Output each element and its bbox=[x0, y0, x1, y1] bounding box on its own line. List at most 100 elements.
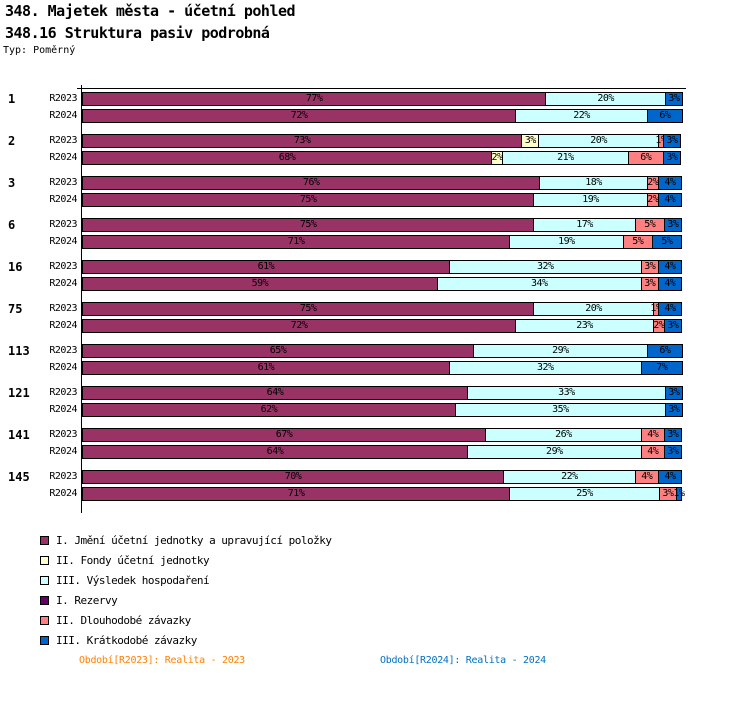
bar-segment: 23% bbox=[515, 319, 654, 333]
legend-swatch bbox=[40, 555, 49, 565]
series-period-label: R2023 bbox=[49, 429, 77, 440]
bar-segment: 18% bbox=[539, 176, 648, 190]
bar-segment: 20% bbox=[545, 92, 666, 106]
segment-value-label: 3% bbox=[667, 429, 679, 440]
plot-top-tick-line bbox=[77, 88, 686, 89]
group-label: 16 bbox=[8, 260, 23, 274]
segment-value-label: 4% bbox=[664, 194, 676, 205]
series-period-label: R2023 bbox=[49, 303, 77, 314]
segment-value-label: 3% bbox=[667, 219, 679, 230]
stacked-bar: 77% 20% 3% bbox=[82, 92, 685, 106]
legend-item: I. Rezervy bbox=[40, 590, 460, 610]
series-period-label: R2023 bbox=[49, 471, 77, 482]
bar-segment: 2% bbox=[646, 176, 659, 190]
bar-segment: 19% bbox=[509, 235, 624, 249]
series-period-label: R2024 bbox=[49, 278, 77, 289]
segment-value-label: 4% bbox=[664, 303, 676, 314]
bar-segment: 2% bbox=[491, 151, 504, 165]
bar-segment: 5% bbox=[634, 218, 665, 232]
group-label: 145 bbox=[8, 470, 30, 484]
legend-item: III. Krátkodobé závazky bbox=[40, 630, 460, 650]
bar-segment: 77% bbox=[82, 92, 547, 106]
segment-value-label: 5% bbox=[644, 219, 656, 230]
group-label: 3 bbox=[8, 176, 16, 190]
bar-row: R2024 64% 29% 4% 3% bbox=[0, 445, 750, 459]
stacked-bar: 70% 22% 4% 4% bbox=[82, 470, 685, 484]
segment-value-label: 72% bbox=[290, 320, 308, 331]
bar-segment: 6% bbox=[646, 344, 683, 358]
footer-period-2023: Období[R2023]: Realita - 2023 bbox=[79, 655, 245, 666]
bar-row: 3 R2023 76% 18% 2% 4% bbox=[0, 176, 750, 190]
segment-value-label: 29% bbox=[546, 446, 563, 457]
segment-value-label: 2% bbox=[647, 177, 659, 188]
segment-value-label: 61% bbox=[257, 261, 275, 272]
segment-value-label: 5% bbox=[632, 236, 644, 247]
group-label: 75 bbox=[8, 302, 23, 316]
bar-segment: 21% bbox=[502, 151, 629, 165]
category-axis-line bbox=[81, 85, 82, 513]
legend-item: I. Jmění účetní jednotky a upravující po… bbox=[40, 530, 460, 550]
segment-value-label: 62% bbox=[260, 404, 278, 415]
series-period-label: R2024 bbox=[49, 320, 77, 331]
series-period-label: R2024 bbox=[49, 488, 77, 499]
segment-value-label: 20% bbox=[585, 303, 602, 314]
segment-value-label: 25% bbox=[576, 488, 593, 499]
bar-row: 2 R2023 73% 3% 20% 1% 3% bbox=[0, 134, 750, 148]
bar-segment: 75% bbox=[82, 193, 535, 207]
stacked-bar: 75% 17% 5% 3% bbox=[82, 218, 685, 232]
page-subtitle: 348.16 Struktura pasiv podrobná bbox=[5, 24, 270, 42]
segment-value-label: 3% bbox=[667, 446, 679, 457]
stacked-bar: 67% 26% 4% 3% bbox=[82, 428, 685, 442]
bar-segment: 6% bbox=[627, 151, 664, 165]
series-period-label: R2024 bbox=[49, 152, 77, 163]
bar-segment: 4% bbox=[657, 176, 682, 190]
bar-segment: 3% bbox=[663, 218, 682, 232]
bar-segment: 3% bbox=[663, 319, 682, 333]
legend-label: II. Dlouhodobé závazky bbox=[56, 613, 191, 627]
segment-value-label: 3% bbox=[662, 488, 674, 499]
series-period-label: R2023 bbox=[49, 135, 77, 146]
legend-label: III. Výsledek hospodaření bbox=[56, 573, 210, 587]
group-label: 6 bbox=[8, 218, 16, 232]
bar-row: R2024 71% 19% 5% 5% bbox=[0, 235, 750, 249]
segment-value-label: 23% bbox=[576, 320, 593, 331]
segment-value-label: 71% bbox=[287, 236, 305, 247]
bar-segment: 4% bbox=[634, 470, 659, 484]
segment-value-label: 19% bbox=[558, 236, 575, 247]
chart-type-label: Typ: Poměrný bbox=[3, 45, 76, 56]
bar-segment: 61% bbox=[82, 361, 450, 375]
bar-segment: 7% bbox=[640, 361, 683, 375]
bar-segment: 3% bbox=[640, 260, 659, 274]
bar-row: R2024 59% 34% 3% 4% bbox=[0, 277, 750, 291]
bar-segment: 65% bbox=[82, 344, 474, 358]
bar-segment: 62% bbox=[82, 403, 456, 417]
stacked-bar: 73% 3% 20% 1% 3% bbox=[82, 134, 685, 148]
bar-rows-container: 1 R2023 77% 20% 3% R2024 72% 22% 6% 2 R2023 73% 3% 20… bbox=[0, 92, 750, 512]
segment-value-label: 73% bbox=[293, 135, 311, 146]
segment-value-label: 17% bbox=[576, 219, 593, 230]
legend-label: III. Krátkodobé závazky bbox=[56, 633, 197, 647]
group-label: 121 bbox=[8, 386, 30, 400]
bar-row: 113 R2023 65% 29% 6% bbox=[0, 344, 750, 358]
segment-value-label: 75% bbox=[299, 303, 317, 314]
series-period-label: R2024 bbox=[49, 110, 77, 121]
segment-value-label: 68% bbox=[278, 152, 296, 163]
segment-value-label: 7% bbox=[656, 362, 668, 373]
bar-row: R2024 75% 19% 2% 4% bbox=[0, 193, 750, 207]
segment-value-label: 4% bbox=[664, 261, 676, 272]
series-period-label: R2023 bbox=[49, 177, 77, 188]
legend-item: II. Dlouhodobé závazky bbox=[40, 610, 460, 630]
segment-value-label: 76% bbox=[302, 177, 320, 188]
segment-value-label: 22% bbox=[561, 471, 578, 482]
series-period-label: R2023 bbox=[49, 345, 77, 356]
segment-value-label: 32% bbox=[537, 261, 554, 272]
segment-value-label: 4% bbox=[664, 278, 676, 289]
bar-row: R2024 68% 2% 21% 6% 3% bbox=[0, 151, 750, 165]
bar-segment: 3% bbox=[662, 151, 681, 165]
legend-swatch bbox=[40, 535, 49, 545]
bar-segment: 3% bbox=[664, 92, 683, 106]
segment-value-label: 65% bbox=[269, 345, 287, 356]
stacked-bar: 65% 29% 6% bbox=[82, 344, 685, 358]
bar-segment: 17% bbox=[533, 218, 636, 232]
segment-value-label: 3% bbox=[666, 135, 678, 146]
